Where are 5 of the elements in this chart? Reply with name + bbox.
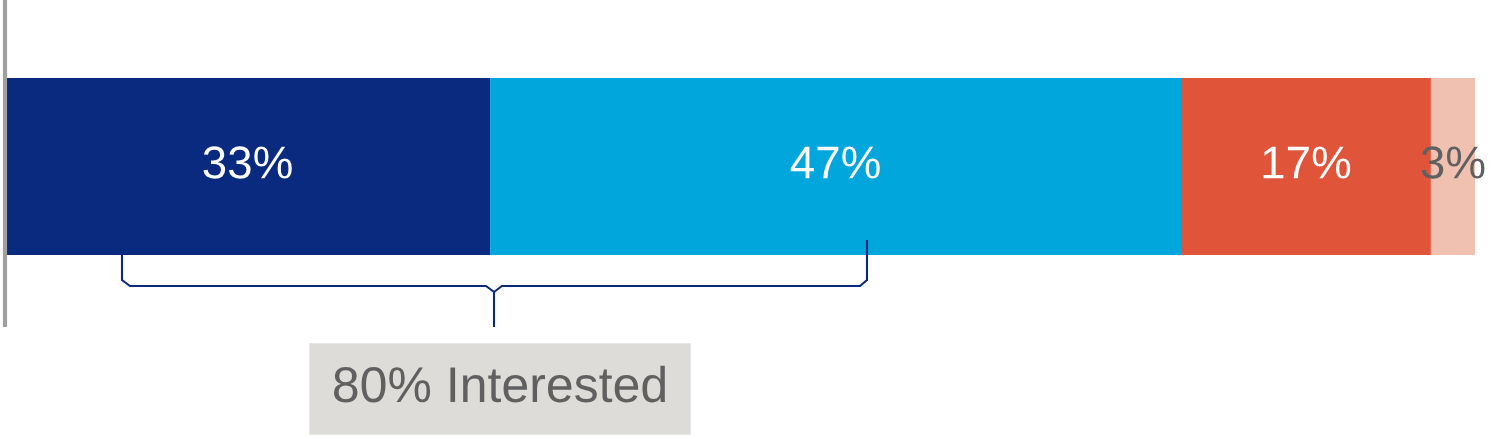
text: 80% Interested	[334, 365, 665, 403]
data-label: 47%	[790, 146, 880, 179]
data-label: 33%	[203, 146, 292, 179]
bar	[490, 78, 1181, 255]
data-label: 17%	[1263, 146, 1351, 179]
